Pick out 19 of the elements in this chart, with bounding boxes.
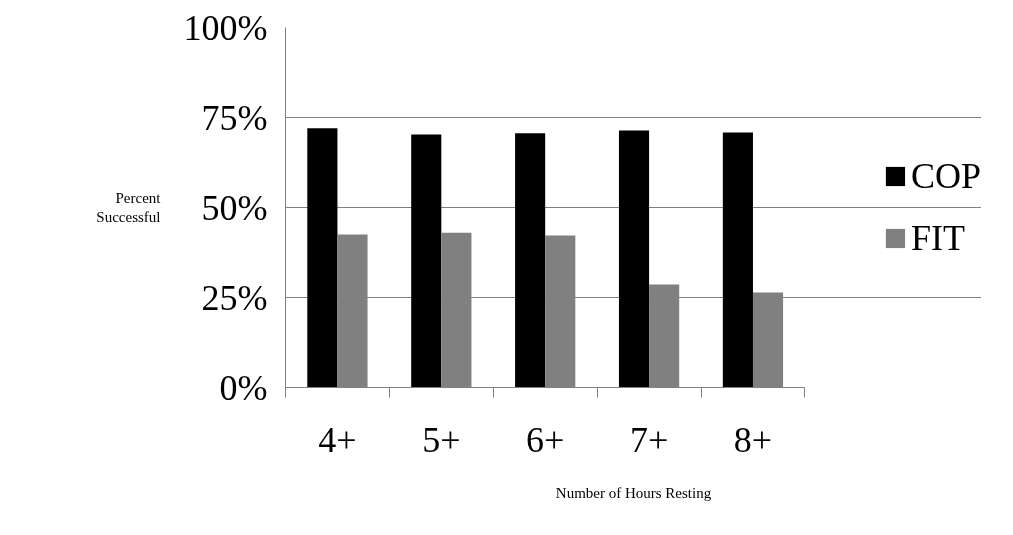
y-tick-label: 50% bbox=[201, 187, 268, 228]
bar bbox=[411, 134, 442, 388]
y-axis-title: Percent Successful bbox=[96, 189, 162, 226]
x-tick-label: 6+ bbox=[526, 419, 565, 460]
y-tick-label: 0% bbox=[219, 367, 268, 408]
x-tick-label: 4+ bbox=[318, 419, 357, 460]
x-tick-label: 7+ bbox=[629, 419, 669, 460]
x-axis-title: Number of Hours Resting bbox=[555, 484, 712, 501]
bar bbox=[722, 132, 753, 388]
x-tick-label: 5+ bbox=[422, 419, 461, 460]
bar bbox=[515, 133, 546, 388]
bar bbox=[618, 130, 650, 388]
legend-label: COP bbox=[910, 155, 981, 197]
y-tick-label: 100% bbox=[183, 7, 268, 48]
y-tick-label: 75% bbox=[201, 97, 268, 138]
legend-label: FIT bbox=[910, 217, 966, 259]
x-tick-label: 8+ bbox=[733, 419, 773, 460]
y-tick-label: 25% bbox=[201, 277, 268, 318]
bar bbox=[307, 128, 338, 388]
